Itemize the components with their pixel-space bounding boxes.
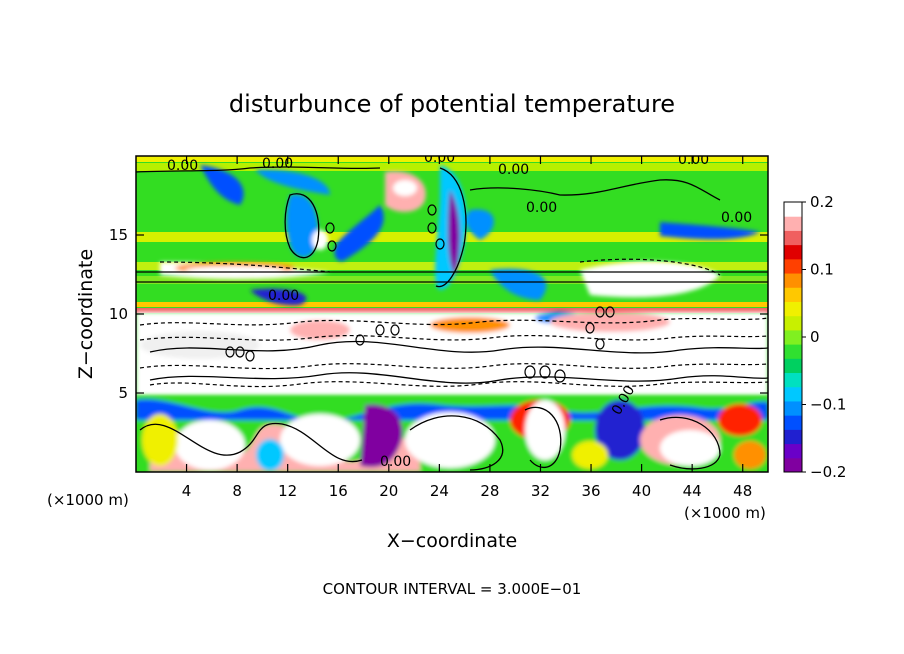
upper-band-yellowgreen: [136, 163, 768, 171]
x-tick-label: 16: [329, 482, 348, 500]
colorbar-swatch: [784, 358, 802, 374]
colorbar-swatch: [784, 344, 802, 359]
colorbar-tick-label: −0.2: [810, 463, 846, 481]
colorbar-swatch: [784, 329, 802, 345]
chart-title: disturbunce of potential temperature: [229, 90, 675, 118]
colorbar-swatch: [784, 244, 802, 260]
contour-label: 0.00: [498, 162, 529, 178]
x-tick-label: 20: [379, 482, 398, 500]
colorbar-labels: 0.2 0.1 0 −0.1 −0.2: [802, 193, 846, 481]
x-tick-label: 4: [182, 482, 192, 500]
contour-label: 0.00: [167, 158, 198, 174]
contour-label: 0.00: [526, 200, 557, 216]
colorbar-swatch: [784, 202, 802, 217]
colorbar-swatches: [784, 202, 802, 473]
colorbar-swatch: [784, 415, 802, 430]
colorbar-swatch: [784, 429, 802, 445]
colorbar-swatch: [784, 230, 802, 246]
colorbar-swatch: [784, 273, 802, 288]
x-tick-label: 8: [232, 482, 242, 500]
turbulent-layer: [136, 312, 768, 396]
colorbar-swatch: [784, 258, 802, 274]
contour-interval-note: CONTOUR INTERVAL = 3.000E−01: [323, 580, 582, 598]
colorbar-swatch: [784, 386, 802, 402]
y-tick-label: 10: [109, 305, 128, 323]
x-unit-right: (×1000 m): [684, 504, 766, 522]
x-tick-label: 44: [683, 482, 702, 500]
x-tick-label: 28: [480, 482, 499, 500]
colorbar-swatch: [784, 372, 802, 388]
colorbar-tick-label: 0: [810, 328, 820, 346]
upper-band-yellow: [136, 156, 768, 162]
x-tick-label: 24: [430, 482, 449, 500]
x-tick-label: 36: [581, 482, 600, 500]
colorbar: 0.2 0.1 0 −0.1 −0.2: [783, 193, 846, 481]
contour-loops: [225, 204, 615, 383]
colorbar-swatch: [784, 287, 802, 302]
contour-label: 0.00: [380, 454, 411, 470]
colorbar-swatch: [784, 400, 802, 416]
plot-area: 0.00 0.00 0.00 0.00 0.00 0.00 0.00 0.00 …: [136, 152, 768, 472]
colorbar-swatch: [784, 443, 802, 459]
colorbar-tick-label: −0.1: [810, 396, 846, 414]
x-tick-label: 32: [531, 482, 550, 500]
lower-region: [136, 396, 768, 472]
contour-label: 0.00: [268, 288, 299, 304]
colorbar-swatch: [784, 216, 802, 231]
colorbar-tick-label: 0.1: [810, 261, 834, 279]
x-tick-label: 12: [278, 482, 297, 500]
colorbar-tick-label: 0.2: [810, 193, 834, 211]
band-orange: [136, 302, 768, 307]
y-axis-title: Z−coordinate: [75, 249, 97, 379]
x-axis-title: X−coordinate: [387, 530, 517, 552]
x-tick-label: 48: [733, 482, 752, 500]
x-unit-left: (×1000 m): [47, 491, 129, 509]
y-tick-label: 15: [109, 226, 128, 244]
contour-label: 0.00: [262, 156, 293, 172]
x-tick-label: 40: [632, 482, 651, 500]
contour-label: 0.00: [678, 152, 709, 168]
y-tick-label: 5: [118, 384, 128, 402]
band-red: [136, 308, 768, 313]
contour-lines: [136, 166, 768, 471]
x-axis-ticks: 4 8 12 16 20 24 28 32 36 40 44 48: [182, 156, 752, 500]
colorbar-swatch: [784, 301, 802, 317]
colorbar-swatch: [784, 315, 802, 331]
contour-label: 0.00: [721, 210, 752, 226]
colorbar-swatch: [784, 457, 802, 473]
dashed-contours: [139, 258, 768, 388]
y-axis-ticks: 5 10 15: [109, 226, 768, 402]
